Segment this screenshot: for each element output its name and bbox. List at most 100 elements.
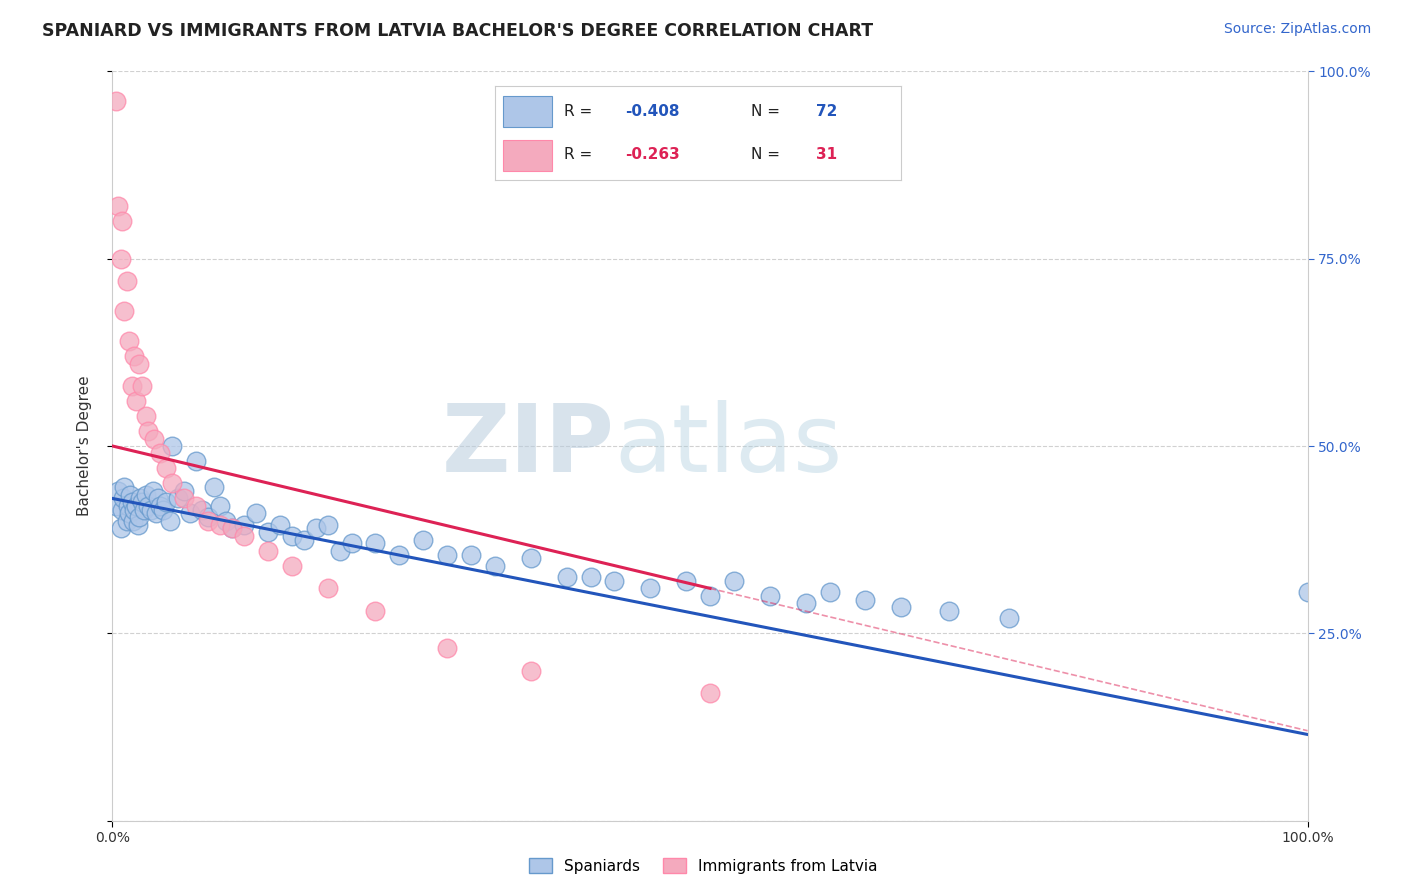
Point xyxy=(640,582,662,596)
Point xyxy=(152,502,174,516)
Point xyxy=(122,502,145,516)
Point xyxy=(436,548,458,562)
Point xyxy=(173,491,195,506)
Point xyxy=(115,274,138,288)
Text: ZIP: ZIP xyxy=(441,400,614,492)
Point xyxy=(292,533,315,547)
Point xyxy=(855,592,877,607)
Point xyxy=(794,596,817,610)
Point xyxy=(890,600,912,615)
Point xyxy=(759,589,782,603)
Y-axis label: Bachelor's Degree: Bachelor's Degree xyxy=(77,376,91,516)
Point xyxy=(388,548,411,562)
Point xyxy=(121,495,143,509)
Point xyxy=(122,349,145,363)
Point xyxy=(155,495,177,509)
Point xyxy=(520,551,543,566)
Point xyxy=(114,480,135,494)
Point xyxy=(316,582,339,596)
Point xyxy=(269,517,291,532)
Point xyxy=(107,483,129,498)
Point xyxy=(191,502,214,516)
Point xyxy=(118,334,141,348)
Point xyxy=(129,491,152,506)
Point xyxy=(162,439,183,453)
Point xyxy=(107,199,129,213)
Point xyxy=(125,394,148,409)
Point xyxy=(131,379,153,393)
Point xyxy=(111,502,134,516)
Point xyxy=(115,514,138,528)
Point xyxy=(340,536,363,550)
Point xyxy=(146,491,169,506)
Point xyxy=(520,664,543,678)
Point xyxy=(603,574,626,588)
Point xyxy=(162,476,183,491)
Point xyxy=(149,446,172,460)
Point xyxy=(128,357,150,371)
Point xyxy=(135,409,157,423)
Point xyxy=(110,252,132,266)
Point xyxy=(167,491,190,506)
Point xyxy=(125,499,148,513)
Point xyxy=(723,574,745,588)
Point xyxy=(149,499,172,513)
Point xyxy=(138,499,160,513)
Text: SPANIARD VS IMMIGRANTS FROM LATVIA BACHELOR'S DEGREE CORRELATION CHART: SPANIARD VS IMMIGRANTS FROM LATVIA BACHE… xyxy=(42,22,873,40)
Point xyxy=(111,214,134,228)
Point xyxy=(579,570,602,584)
Text: Source: ZipAtlas.com: Source: ZipAtlas.com xyxy=(1223,22,1371,37)
Point xyxy=(110,521,132,535)
Point xyxy=(202,480,225,494)
Point xyxy=(316,517,339,532)
Point xyxy=(699,686,721,700)
Point xyxy=(699,589,721,603)
Point xyxy=(221,521,243,535)
Point xyxy=(117,499,139,513)
Point xyxy=(484,558,506,573)
Point xyxy=(145,507,167,521)
Point xyxy=(257,525,280,540)
Point xyxy=(209,517,232,532)
Point xyxy=(131,495,153,509)
Point xyxy=(143,432,166,446)
Point xyxy=(364,536,387,550)
Point xyxy=(364,604,387,618)
Point xyxy=(1296,585,1319,599)
Point xyxy=(135,488,157,502)
Point xyxy=(233,517,256,532)
Point xyxy=(412,533,434,547)
Point xyxy=(118,507,141,521)
Point xyxy=(114,304,135,318)
Point xyxy=(139,502,162,516)
Point xyxy=(555,570,578,584)
Point xyxy=(128,510,150,524)
Point xyxy=(938,604,960,618)
Point xyxy=(197,514,219,528)
Point xyxy=(305,521,328,535)
Point xyxy=(197,510,219,524)
Point xyxy=(132,502,155,516)
Legend: Spaniards, Immigrants from Latvia: Spaniards, Immigrants from Latvia xyxy=(523,852,883,880)
Point xyxy=(281,558,304,573)
Point xyxy=(186,454,208,468)
Text: atlas: atlas xyxy=(614,400,842,492)
Point xyxy=(215,514,238,528)
Point xyxy=(998,611,1021,625)
Point xyxy=(142,483,165,498)
Point xyxy=(818,585,841,599)
Point xyxy=(221,521,243,535)
Point xyxy=(127,517,149,532)
Point xyxy=(173,483,195,498)
Point xyxy=(121,514,143,528)
Point xyxy=(179,507,201,521)
Point xyxy=(460,548,482,562)
Point xyxy=(112,491,135,506)
Point xyxy=(675,574,697,588)
Point xyxy=(138,424,160,438)
Point xyxy=(186,499,208,513)
Point xyxy=(209,499,232,513)
Point xyxy=(120,488,142,502)
Point xyxy=(245,507,267,521)
Point xyxy=(105,95,128,109)
